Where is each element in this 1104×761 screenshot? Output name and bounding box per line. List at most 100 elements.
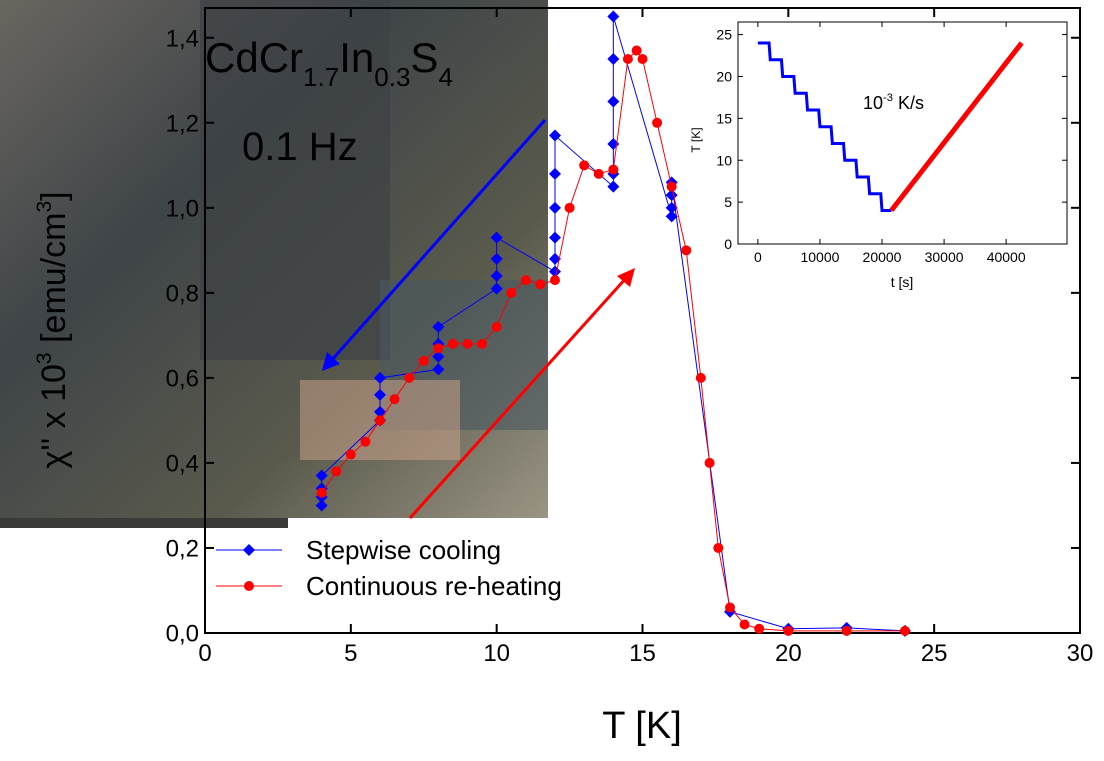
data-point [404,372,415,383]
data-point [520,275,531,286]
data-point [432,350,445,363]
inset-annotation-part: -3 [883,92,893,104]
inset-annotation-part: 10 [863,93,883,113]
data-point [506,287,517,298]
inset-annotation-part: K/s [893,93,924,113]
data-point [315,469,328,482]
y-axis-label-part: [emu/cm [35,213,73,353]
data-point [637,54,648,65]
data-point [607,53,620,66]
data-point [535,279,546,290]
y-tick-label: 0,2 [166,536,199,563]
data-point [375,415,385,426]
inset-bg [738,22,1067,244]
y-axis-label-part: 3 [33,201,56,213]
chart-title-part: 1.7 [303,62,339,92]
data-point [432,320,445,333]
data-point [462,338,473,349]
y-tick-label: 25 [716,27,732,43]
y-tick-label: 1,4 [166,25,199,52]
data-point [900,625,910,636]
data-point [841,625,852,636]
y-tick-label: 10 [716,152,732,168]
inset-plot: 0 10000 20000 30000 40000 0 5 10 15 20 25 t [s] T [K… [689,21,1068,290]
inset-x-label: t [s] [891,274,914,290]
data-point [432,363,445,376]
data-point [374,388,386,401]
data-point [631,45,642,56]
x-tick-label: 30000 [925,249,964,265]
data-point [549,129,561,142]
chart-title-part: 4 [438,62,452,92]
chart-title-part: In [339,34,374,81]
data-point [490,282,503,295]
x-tick-label: 15 [629,640,656,667]
x-tick-label: 0 [198,640,211,667]
data-point [608,164,619,175]
inset-y-label: T [K] [689,127,703,152]
x-tick-label: 0 [754,249,762,265]
data-point [564,202,575,213]
data-point [549,167,561,180]
data-point [389,394,400,405]
data-point [725,602,735,613]
y-tick-label: 0,8 [166,281,199,308]
data-point [315,499,328,512]
chart-subtitle: 0.1 Hz [242,125,358,169]
data-point [549,231,561,244]
data-point [695,372,706,383]
data-point [681,245,692,256]
data-point [550,275,560,286]
x-tick-label: 40000 [987,249,1026,265]
data-point [447,338,458,349]
chart-title-part: CdCr [205,34,303,81]
x-tick-label: 20 [775,640,802,667]
x-axis-label: T [K] [602,705,682,747]
y-tick-label: 1,2 [166,110,199,137]
data-point [549,201,561,214]
y-tick-label: 20 [716,68,732,84]
series-line [757,41,892,212]
series-line [889,41,1024,213]
data-point [549,252,561,265]
y-tick-label: 0 [724,236,732,252]
data-point [665,201,678,214]
data-point [652,117,663,128]
x-tick-label: 5 [344,640,357,667]
data-point [622,54,633,65]
data-point [607,180,620,193]
legend-marker [243,544,255,556]
data-point [433,343,444,354]
data-point [754,623,765,634]
chart-title-part: S [410,34,438,81]
data-point [331,466,342,477]
data-point [666,181,677,192]
data-point [607,10,620,23]
data-point [579,160,590,171]
y-tick-label: 15 [716,110,732,126]
legend-label: Continuous re-heating [306,571,562,601]
data-point [783,625,794,636]
data-point [360,436,371,447]
data-point [418,355,429,366]
x-tick-label: 10000 [800,249,839,265]
data-point [490,252,503,265]
y-tick-label: 5 [724,194,732,210]
inset-annotation: 10-3 K/s [863,92,924,113]
x-tick-label: 30 [1067,640,1094,667]
x-tick-label: 10 [483,640,510,667]
data-point [477,338,488,349]
y-axis-label-part: χ'' x 10 [35,364,73,469]
data-point [345,449,356,460]
y-axis-label-part: 3 [33,352,56,364]
x-tick-label: 20000 [863,249,902,265]
data-point [549,265,561,278]
legend-label: Stepwise cooling [306,535,501,565]
data-point [490,231,503,244]
legend-marker [244,581,254,591]
data-point [739,619,750,630]
arrows [322,119,635,520]
data-point [491,321,502,332]
data-point [316,487,327,498]
